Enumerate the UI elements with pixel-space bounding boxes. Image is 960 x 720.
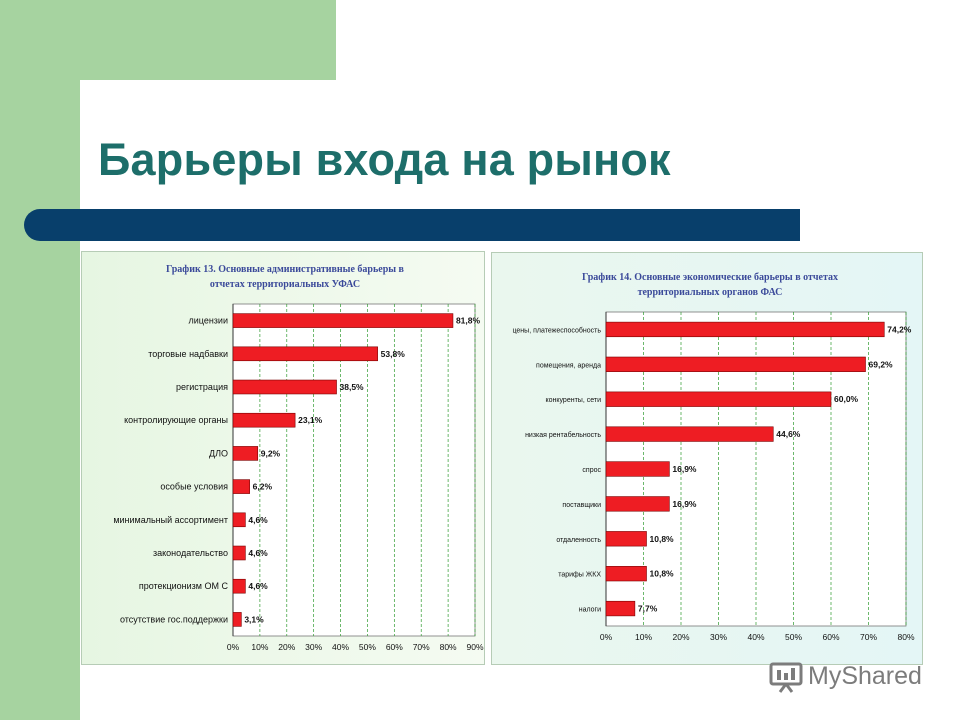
- chart2-category-label: тарифы ЖКХ: [558, 572, 601, 579]
- chart1-tick-label: 10%: [251, 642, 268, 652]
- chart2-data-label: 7,7%: [638, 604, 658, 614]
- chart1-tick-label: 60%: [386, 642, 403, 652]
- chart1-category-label: лицензии: [189, 316, 229, 326]
- chart1-bar: [232, 412, 296, 428]
- chart2-category-label: цены, платежеспособность: [512, 326, 601, 334]
- chart1-bar: [232, 612, 242, 627]
- chart2-bar: [605, 600, 636, 617]
- chart1-bar: [232, 578, 246, 594]
- chart2-tick-label: 60%: [822, 632, 839, 642]
- chart2-category-label: конкуренты, сети: [545, 397, 601, 404]
- chart2-data-label: 16,9%: [672, 499, 697, 509]
- chart1-data-label: 53,8%: [381, 349, 406, 359]
- chart2-title-line: График 14. Основные экономические барьер…: [582, 272, 838, 283]
- chart1-data-label: 3,1%: [244, 614, 264, 624]
- chart-administrative-barriers: График 13. Основные административные бар…: [113, 264, 484, 652]
- chart1-tick-label: 50%: [359, 642, 376, 652]
- chart-panel-economic: График 14. Основные экономические барьер…: [491, 252, 923, 665]
- chart2-category-label: низкая рентабельность: [525, 431, 601, 439]
- watermark: MyShared: [768, 656, 922, 696]
- chart1-category-label: регистрация: [176, 382, 228, 392]
- chart2-data-label: 74,2%: [887, 324, 912, 334]
- chart1-data-label: 23,1%: [298, 415, 323, 425]
- chart1-tick-label: 70%: [413, 642, 430, 652]
- chart2-bar: [605, 356, 866, 372]
- chart1-bar: [232, 545, 246, 561]
- content-corner: [80, 80, 140, 140]
- chart2-bar: [605, 426, 774, 442]
- chart1-data-label: 4,6%: [248, 548, 268, 558]
- chart1-data-label: 81,8%: [456, 316, 481, 326]
- chart2-tick-label: 0%: [600, 632, 613, 642]
- chart1-tick-label: 20%: [278, 642, 295, 652]
- chart1-bar: [232, 379, 337, 395]
- watermark-text: MyShared: [808, 661, 922, 690]
- chart2-data-label: 16,9%: [672, 464, 697, 474]
- chart2-tick-label: 20%: [672, 632, 689, 642]
- chart1-data-label: 6,2%: [253, 482, 273, 492]
- chart2-tick-label: 30%: [710, 632, 727, 642]
- chart1-data-label: 4,6%: [248, 581, 268, 591]
- chart2-bar: [605, 566, 647, 582]
- chart2-data-label: 60,0%: [834, 394, 859, 404]
- chart2-bar: [605, 531, 647, 547]
- chart1-bar: [232, 512, 246, 528]
- chart1-tick-label: 80%: [440, 642, 457, 652]
- chart1-tick-label: 30%: [305, 642, 322, 652]
- chart1-tick-label: 90%: [466, 642, 483, 652]
- chart2-data-label: 10,8%: [650, 569, 675, 579]
- chart2-bar: [605, 391, 832, 407]
- chart2-title-line: территориальных органов ФАС: [638, 287, 783, 298]
- chart1-category-label: особые условия: [160, 482, 228, 492]
- chart1-category-label: торговые надбавки: [148, 349, 228, 359]
- chart1-category-label: протекционизм ОМ С: [139, 581, 229, 591]
- presentation-board-icon: [769, 662, 803, 693]
- chart2-tick-label: 10%: [635, 632, 652, 642]
- chart1-data-label: 38,5%: [340, 382, 365, 392]
- title-underline-bar: [24, 209, 800, 241]
- chart1-category-label: ДЛО: [209, 448, 228, 458]
- top-decor-block: [80, 0, 336, 80]
- chart2-data-label: 69,2%: [869, 359, 894, 369]
- chart1-bar: [232, 346, 378, 362]
- chart1-data-label: 4,6%: [248, 515, 268, 525]
- chart1-tick-label: 40%: [332, 642, 349, 652]
- chart2-tick-label: 40%: [747, 632, 764, 642]
- chart1-bar: [232, 313, 454, 328]
- chart2-category-label: спрос: [582, 467, 601, 474]
- chart1-tick-label: 0%: [227, 642, 240, 652]
- chart2-data-label: 10,8%: [650, 534, 675, 544]
- chart2-tick-label: 70%: [860, 632, 877, 642]
- chart1-title-line: График 13. Основные административные бар…: [166, 264, 405, 275]
- chart2-category-label: налоги: [579, 607, 601, 614]
- chart2-bar: [605, 461, 670, 477]
- chart2-category-label: отдаленность: [556, 537, 601, 544]
- chart2-bar: [605, 321, 885, 338]
- chart1-category-label: отсутствие гос.поддержки: [120, 614, 228, 624]
- chart2-tick-label: 80%: [897, 632, 914, 642]
- chart2-data-label: 44,6%: [776, 429, 801, 439]
- chart1-category-label: минимальный ассортимент: [113, 515, 228, 525]
- chart1-bar: [232, 446, 259, 461]
- chart1-title-line: отчетах территориальных УФАС: [210, 279, 360, 290]
- chart2-bar: [605, 496, 670, 512]
- left-decor-band: [0, 0, 80, 720]
- chart-panel-administrative: График 13. Основные административные бар…: [81, 251, 485, 665]
- chart2-tick-label: 50%: [785, 632, 802, 642]
- chart1-category-label: контролирующие органы: [124, 415, 228, 425]
- chart1-bar: [232, 479, 250, 494]
- chart1-category-label: законодательство: [153, 548, 228, 558]
- chart1-data-label: 9,2%: [261, 448, 281, 458]
- chart-economic-barriers: График 14. Основные экономические барьер…: [512, 272, 914, 642]
- slide-title: Барьеры входа на рынок: [98, 134, 671, 185]
- chart2-category-label: помещения, аренда: [536, 362, 601, 369]
- chart2-category-label: поставщики: [562, 502, 601, 509]
